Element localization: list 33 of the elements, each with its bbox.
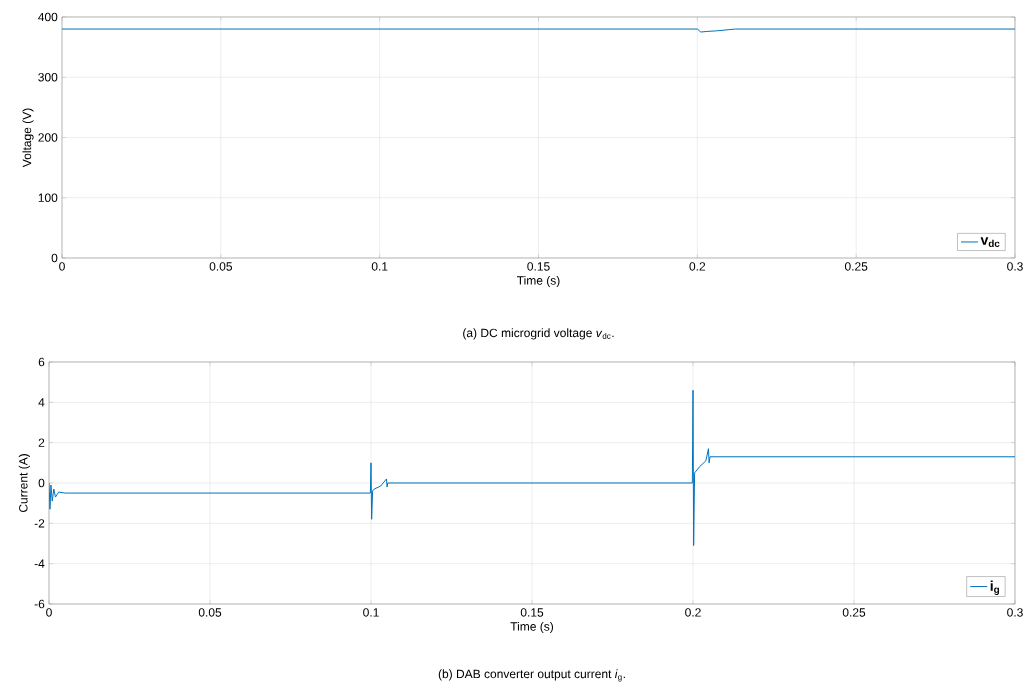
- y-tick-label: 100: [38, 193, 58, 202]
- text: (b) DAB converter output current i$_{g}$.: [438, 669, 625, 682]
- y-tick-label: 6: [38, 357, 45, 367]
- x-tick-label: 0.15: [520, 608, 544, 617]
- x-tick-label: 0.1: [371, 262, 388, 271]
- x-tick-label: 0.15: [527, 262, 550, 271]
- y-tick-label: -4: [34, 559, 45, 568]
- y-tick-label: 4: [38, 398, 45, 407]
- text: (a) DC microgrid voltage v$_{dc}$.: [463, 328, 614, 340]
- x-tick-label: 0.05: [198, 608, 222, 617]
- x-axis-title: Time (s): [510, 621, 554, 634]
- legend-label: i$_{g}$: [990, 580, 999, 595]
- x-tick-label: 0.1: [363, 608, 379, 617]
- legend-label: v$_{dc}$: [980, 237, 1000, 248]
- x-tick-label: 0.25: [842, 608, 866, 617]
- y-tick-label: 300: [38, 73, 58, 82]
- x-tick-label: 0: [59, 262, 65, 271]
- y-tick-label: 2: [38, 438, 45, 447]
- y-tick-label: 200: [38, 133, 58, 142]
- x-axis-title: Time (s): [517, 275, 560, 288]
- x-tick-label: 0.05: [209, 262, 233, 271]
- y-axis-title: Current (A): [18, 454, 30, 513]
- x-tick-label: 0.2: [685, 608, 701, 617]
- x-tick-label: 0.3: [1007, 262, 1023, 271]
- x-tick-label: 0.2: [689, 262, 706, 271]
- y-tick-label: 0: [38, 478, 45, 488]
- y-tick-label: 0: [51, 253, 58, 263]
- y-tick-label: -2: [34, 519, 45, 528]
- x-tick-label: 0.25: [844, 262, 868, 271]
- y-tick-label: 400: [38, 12, 58, 22]
- x-tick-label: 0.3: [1007, 608, 1023, 617]
- y-axis-title: Voltage (V): [22, 108, 34, 168]
- y-tick-label: -6: [34, 599, 45, 609]
